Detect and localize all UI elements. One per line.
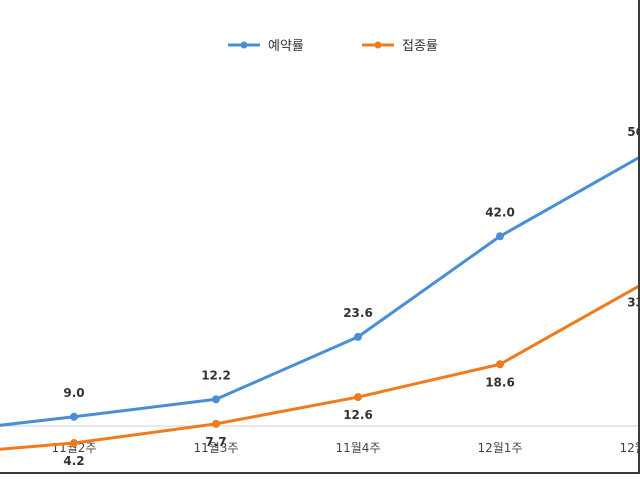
legend-label: 예약률 <box>268 39 304 54</box>
data-label: 33.2 <box>627 295 638 309</box>
data-point <box>354 332 362 341</box>
data-point <box>496 360 504 369</box>
data-point <box>70 412 78 421</box>
legend: 예약률 접종률 <box>228 39 438 54</box>
data-point <box>496 232 504 241</box>
x-tick-label: 12월1주 <box>478 441 523 455</box>
x-tick-label: 11월4주 <box>336 441 381 455</box>
data-label: 42.0 <box>485 205 515 219</box>
data-point <box>70 439 78 448</box>
data-label: 56.7 <box>627 125 638 139</box>
data-point <box>212 419 220 428</box>
data-label: 12.2 <box>201 368 231 382</box>
data-label: 4.2 <box>63 454 84 468</box>
series-2: 4.2 7.7 12.6 18.6 33.2 <box>0 284 638 468</box>
data-point <box>212 395 220 404</box>
data-label: 12.6 <box>343 408 373 422</box>
series-line <box>0 284 638 451</box>
legend-swatch-marker <box>240 41 248 49</box>
x-tick-label: 11월3주 <box>194 441 239 455</box>
data-label: 9.0 <box>63 386 84 400</box>
data-point <box>354 393 362 402</box>
series-line <box>0 156 638 427</box>
x-axis-ticks: 11월2주11월3주11월4주12월1주12월2주 <box>52 441 639 455</box>
data-label: 18.6 <box>485 375 515 389</box>
series-group: 9.0 12.2 23.6 42.0 56.7 4.2 7.7 12.6 18.6 33.2 <box>0 125 638 468</box>
legend-label: 접종률 <box>402 39 438 54</box>
series-1: 9.0 12.2 23.6 42.0 56.7 <box>0 125 638 427</box>
data-label: 7.7 <box>205 435 226 449</box>
x-tick-label: 12월2주 <box>620 441 639 455</box>
data-label: 23.6 <box>343 306 373 320</box>
legend-swatch-marker <box>374 41 382 49</box>
